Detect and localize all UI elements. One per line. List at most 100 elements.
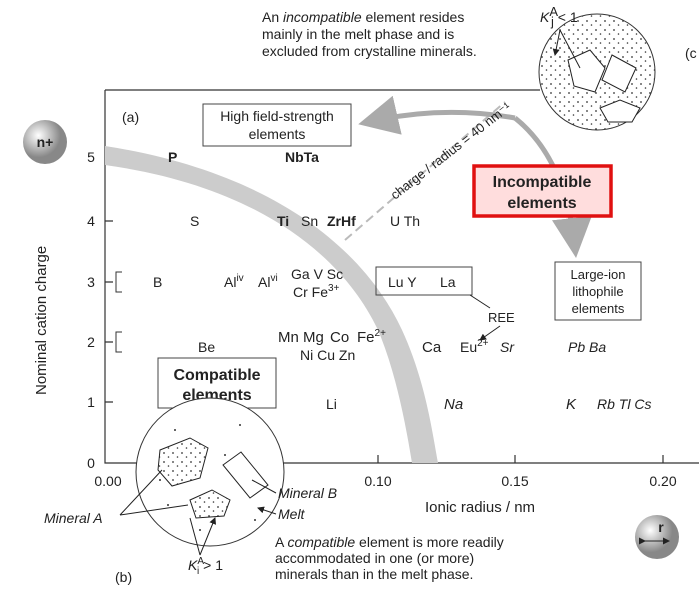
- shape: Ca: [422, 339, 442, 356]
- shape: [555, 29, 581, 69]
- shape: [115, 271, 122, 353]
- label: element is more readily: [355, 534, 504, 550]
- label: elements: [572, 301, 625, 316]
- shape: Cr Fe3+: [293, 283, 340, 300]
- label: lithophile: [572, 284, 623, 299]
- melt-circle: KA j < 1: [538, 4, 656, 131]
- label: U Th: [390, 213, 420, 229]
- label: Rb Tl Cs: [597, 396, 651, 412]
- top-note: An incompatible element resides mainly i…: [262, 9, 477, 59]
- ree-arrow: [469, 294, 501, 340]
- shape: [239, 424, 241, 426]
- box: [554, 261, 642, 321]
- label: Mn Mg: [278, 329, 324, 346]
- label: 2+: [477, 338, 489, 349]
- shape: B: [153, 274, 162, 290]
- label: Large-ion: [571, 267, 626, 282]
- shape: [157, 437, 209, 487]
- icon-label: n+: [37, 134, 54, 150]
- label: mainly in the melt phase and is: [262, 26, 454, 42]
- label: Al: [258, 274, 270, 290]
- label: Sn: [301, 213, 318, 229]
- label: Cr Fe: [293, 284, 328, 300]
- shape: Rb Tl Cs: [597, 396, 651, 412]
- label: Li: [326, 396, 337, 412]
- box: [472, 164, 613, 218]
- label: iv: [236, 273, 243, 284]
- label: > 1: [199, 557, 223, 573]
- label: 3+: [328, 283, 340, 294]
- panel-c: (c: [685, 45, 697, 61]
- y-label: Nominal cation charge: [33, 246, 50, 395]
- shape: [189, 518, 215, 556]
- label: 0.20: [649, 473, 676, 489]
- shape: Sn: [301, 213, 318, 229]
- label: S: [190, 213, 199, 229]
- shape: [174, 429, 176, 431]
- label: excluded from crystalline minerals.: [262, 43, 477, 59]
- shape: [224, 454, 226, 456]
- shape: ZrHf: [327, 213, 356, 229]
- label: 0.10: [364, 473, 391, 489]
- label: Melt: [278, 506, 306, 522]
- mineral-circle: [135, 397, 285, 547]
- shape: [135, 397, 285, 547]
- label: 3: [87, 274, 95, 290]
- mineral-labels: Mineral B Mineral A Melt KA i > 1: [44, 469, 337, 577]
- shape: Li: [326, 396, 337, 412]
- label: A: [275, 534, 287, 550]
- x-label: Ionic radius / nm: [425, 499, 535, 516]
- label: Ca: [422, 339, 442, 356]
- label: 4: [87, 213, 95, 229]
- box: [202, 103, 352, 147]
- label: j: [550, 14, 554, 29]
- label: i: [197, 566, 199, 577]
- label: 2+: [375, 328, 387, 339]
- label: B: [153, 274, 162, 290]
- shape: Sr: [500, 339, 515, 355]
- label: 5: [87, 149, 95, 165]
- shape: Ti: [277, 213, 289, 229]
- shape: Co: [330, 329, 349, 346]
- label: elements: [249, 126, 306, 142]
- shape: U Th: [390, 213, 420, 229]
- shape: KA i > 1: [188, 556, 223, 577]
- band: [105, 146, 438, 463]
- label: element resides: [362, 9, 465, 25]
- shape: Ga V Sc: [291, 266, 343, 282]
- label: ZrHf: [327, 213, 356, 229]
- label: Na: [444, 396, 463, 413]
- shape: [601, 54, 637, 93]
- shape: NbTa: [285, 149, 319, 165]
- label: An: [262, 9, 283, 25]
- label: Compatible: [173, 367, 260, 384]
- shape: [104, 90, 699, 464]
- shape: [167, 504, 169, 506]
- label: Ga V Sc: [291, 266, 343, 282]
- label: Lu Y: [388, 274, 417, 290]
- label: Be: [198, 339, 215, 355]
- label: vi: [270, 273, 277, 284]
- label: Eu: [460, 339, 477, 355]
- label: minerals than in the melt phase.: [275, 566, 473, 582]
- label: < 1: [554, 9, 578, 25]
- shape: Mn Mg: [278, 329, 324, 346]
- shape: [599, 99, 641, 123]
- shape: A compatible element is more readily: [275, 534, 504, 550]
- shape: S: [190, 213, 199, 229]
- label: Mineral B: [278, 485, 337, 501]
- shape: An incompatible element resides: [262, 9, 464, 25]
- shape: [567, 49, 606, 93]
- dashed-line: [344, 101, 506, 241]
- shape: Be: [198, 339, 215, 355]
- label: Mineral A: [44, 510, 103, 526]
- label: 2: [87, 334, 95, 350]
- icon: [635, 515, 679, 559]
- label: A: [197, 556, 204, 567]
- icon: [23, 120, 67, 164]
- shape: Alvi: [258, 273, 278, 290]
- panel-b: (b): [115, 569, 132, 585]
- shape: Lu Y: [388, 274, 417, 290]
- shape: [222, 451, 269, 499]
